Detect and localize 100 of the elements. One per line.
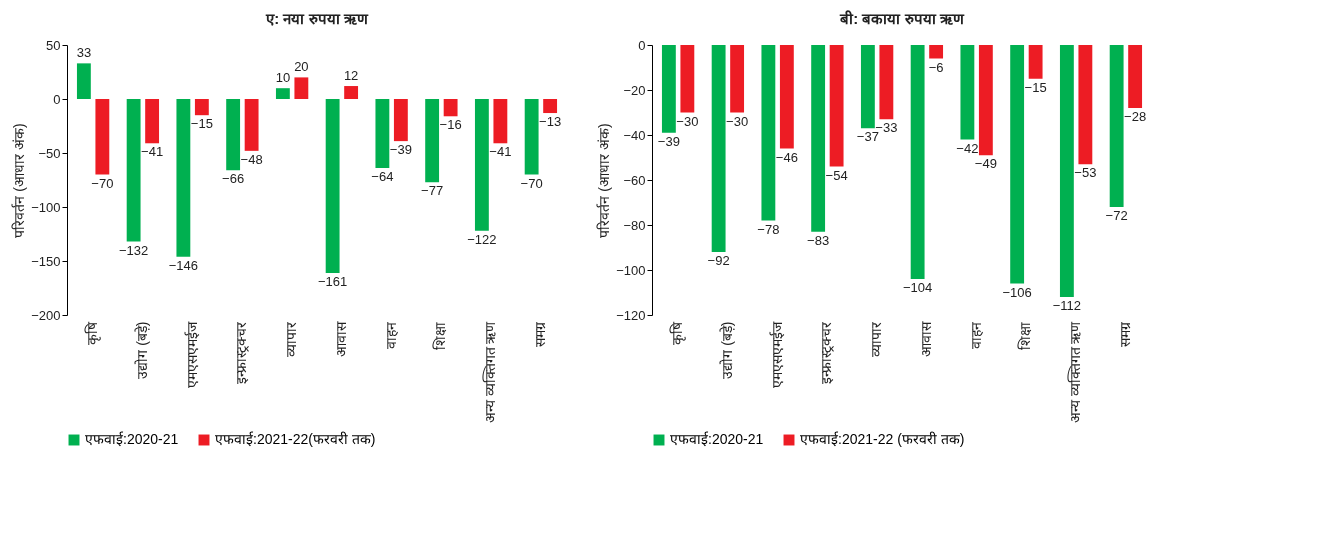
bar [194, 99, 209, 116]
data-label: −66 [222, 171, 245, 187]
x-tick-label: एमएसएमईज [768, 320, 785, 388]
bar [244, 99, 259, 151]
x-tick-label: वाहन [967, 321, 984, 349]
data-label: −64 [371, 169, 394, 185]
data-label: −72 [1105, 208, 1128, 223]
x-tick-label: उद्योग (बड़े) [133, 321, 150, 379]
x-tick-label: आवास [917, 320, 934, 357]
y-tick-label: −100 [31, 199, 61, 215]
y-tick-label: −20 [623, 82, 646, 98]
y-tick-label: −150 [31, 253, 61, 269]
bar [344, 86, 359, 99]
bar [95, 99, 110, 175]
y-tick-label: 0 [638, 37, 646, 53]
x-tick-label: समग्र [531, 320, 548, 347]
chart-title: बी: बकाया रुपया ऋण [839, 10, 965, 27]
x-tick-label: अन्य व्यक्तिगत ऋण [482, 320, 499, 424]
legend-label: एफवाई:2021-22 (फरवरी तक) [800, 431, 965, 447]
bar [226, 99, 241, 171]
bar [474, 99, 489, 231]
data-label: −161 [317, 273, 348, 289]
data-label: −46 [775, 149, 798, 165]
y-tick-label: −120 [616, 307, 646, 323]
y-axis-title: परिवर्तन (आधार अंक) [11, 123, 28, 238]
bar [443, 99, 458, 117]
data-label: −112 [1052, 298, 1082, 313]
x-tick-label: व्यापार [868, 321, 885, 357]
x-tick-label: वाहन [382, 321, 399, 349]
data-label: −53 [1074, 165, 1097, 181]
bar [275, 88, 290, 99]
data-label: −28 [1124, 109, 1147, 124]
data-label: −13 [539, 114, 562, 130]
data-label: −92 [707, 253, 730, 268]
bar [76, 63, 91, 99]
bar [325, 99, 340, 273]
data-label: −41 [489, 144, 512, 160]
bar [543, 99, 558, 114]
bar [126, 99, 141, 242]
data-label: −146 [168, 257, 199, 273]
x-tick-label: शिक्षा [432, 321, 449, 350]
data-label: −122 [467, 231, 497, 247]
bar [176, 99, 191, 257]
x-tick-label: उद्योग (बड़े) [718, 321, 735, 379]
y-tick-label: 0 [53, 91, 61, 107]
data-label: −37 [856, 129, 879, 145]
bar [145, 99, 160, 144]
legend-label: एफवाई:2021-22(फरवरी तक) [215, 431, 376, 447]
data-label: −42 [956, 140, 979, 156]
data-label: 12 [343, 68, 359, 84]
y-tick-label: −50 [38, 145, 61, 161]
data-label: −106 [1002, 284, 1032, 300]
y-tick-label: −100 [616, 262, 646, 278]
chart-title: ए: नया रुपया ऋण [265, 10, 369, 27]
data-label: −15 [190, 116, 213, 132]
legend-label: एफवाई:2020-21 [85, 431, 179, 447]
bar [493, 99, 508, 144]
data-label: −39 [389, 142, 412, 158]
x-tick-label: कृषि [669, 320, 687, 345]
data-label: 20 [294, 59, 309, 75]
data-label: −83 [807, 232, 830, 248]
bar [294, 77, 309, 99]
y-axis-title: परिवर्तन (आधार अंक) [596, 123, 613, 238]
x-tick-label: एमएसएमईज [183, 320, 200, 388]
x-tick-label: शिक्षा [1017, 321, 1034, 350]
data-label: −104 [902, 280, 933, 295]
x-tick-label: समग्र [1116, 320, 1133, 347]
data-label: −77 [421, 183, 444, 199]
x-tick-label: इन्फ्रास्ट्रक्चर [818, 321, 835, 384]
data-label: 10 [275, 70, 291, 86]
data-label: −30 [726, 113, 749, 129]
data-label: −41 [141, 144, 164, 160]
data-label: −6 [928, 59, 944, 75]
data-label: −48 [240, 151, 263, 167]
data-label: −15 [1024, 79, 1047, 95]
y-tick-label: −60 [623, 172, 646, 188]
data-label: −39 [657, 133, 680, 149]
y-tick-label: 50 [46, 37, 61, 53]
data-label: −30 [676, 113, 699, 129]
y-tick-label: −40 [623, 127, 646, 143]
bar [425, 99, 440, 183]
data-label: −70 [91, 175, 114, 191]
data-label: 33 [76, 45, 92, 61]
data-label: −16 [439, 117, 462, 133]
y-tick-label: −200 [31, 307, 61, 323]
data-label: −70 [520, 175, 543, 191]
data-label: −49 [974, 156, 997, 172]
data-label: −78 [757, 221, 780, 237]
bar [393, 99, 408, 142]
x-tick-label: व्यापार [283, 321, 300, 357]
x-tick-label: इन्फ्रास्ट्रक्चर [233, 321, 250, 384]
x-tick-label: कृषि [84, 320, 102, 345]
data-label: −132 [118, 242, 149, 258]
y-tick-label: −80 [623, 217, 646, 233]
x-tick-label: अन्य व्यक्तिगत ऋण [1067, 320, 1084, 424]
x-tick-label: आवास [332, 320, 349, 357]
legend-label: एफवाई:2020-21 [670, 431, 764, 447]
bar [524, 99, 539, 175]
data-label: −54 [825, 167, 848, 183]
bar [375, 99, 390, 169]
